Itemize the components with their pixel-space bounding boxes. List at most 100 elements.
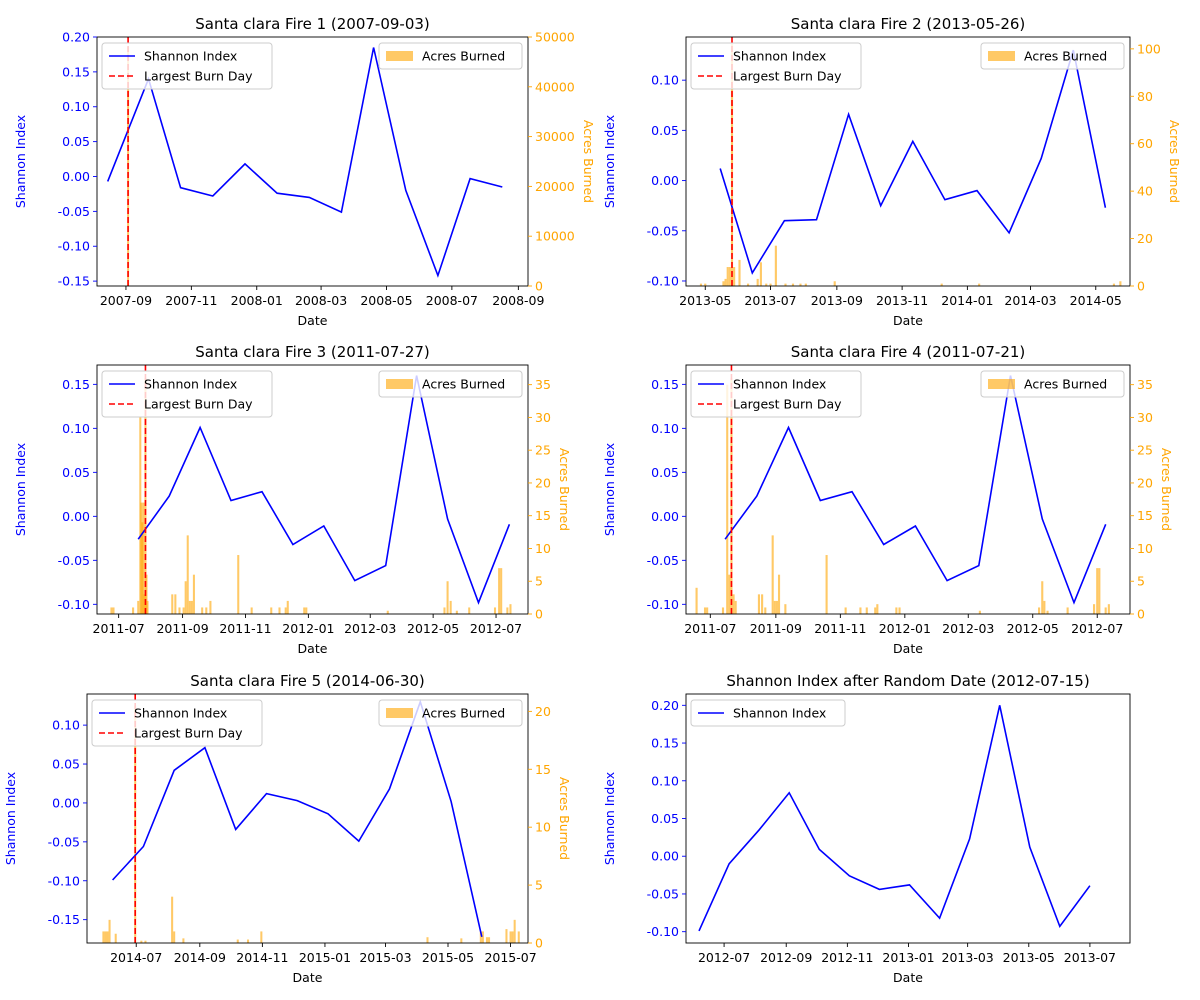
y-tick-label: -0.10 [647,597,679,612]
y-tick-label: -0.10 [48,873,80,888]
acres-bar [775,600,778,614]
acres-bar [108,919,111,943]
x-tick-label: 2007-11 [165,293,217,308]
legend-left: Shannon Index Largest Burn Day [101,370,273,418]
acres-bar [726,267,729,286]
y-axis-label: Shannon Index [602,772,617,865]
y2-tick-label: 10 [535,541,551,556]
y2-tick-label: 80 [1137,89,1153,104]
y2-axis-label: Acres Burned [581,120,596,203]
acres-bar [940,283,943,286]
y-axis-right: 0 20 40 60 80 100 [1130,41,1161,294]
y2-tick-label: 30 [1137,410,1153,425]
acres-bar [250,607,253,614]
legend-shannon-label: Shannon Index [733,377,826,392]
acres-bar [237,555,240,614]
y2-axis-label: Acres Burned [1167,120,1182,203]
y2-tick-label: 50000 [535,30,575,45]
acres-bar [1104,607,1107,614]
acres-bar [146,600,149,614]
acres-bar [1066,607,1069,614]
acres-bar [728,574,731,614]
y-axis-left: -0.10 -0.05 0.00 0.05 0.10 [647,73,686,288]
y2-tick-label: 60 [1137,136,1153,151]
acres-bar [1043,600,1046,614]
y-tick-label: 0.10 [651,73,679,88]
acres-bar [756,278,759,286]
y2-tick-label: 35 [1137,377,1153,392]
acres-bar [509,931,512,943]
x-tick-label: 2013-05 [679,293,731,308]
legend-acres-label: Acres Burned [422,706,505,721]
y-axis-label: Shannon Index [3,772,18,865]
x-tick-label: 2012-03 [344,621,396,636]
legend-right: Acres Burned [378,699,523,727]
y-tick-label: 0.10 [62,421,90,436]
y-tick-label: -0.10 [647,273,679,288]
y-axis-label: Shannon Index [602,443,617,536]
y-axis-left: -0.10 -0.05 0.00 0.05 0.10 0.15 0.20 [647,698,686,939]
y-tick-label: -0.05 [58,204,90,219]
acres-bar [825,555,828,614]
x-tick-label: 2013-09 [811,293,863,308]
acres-bar [978,283,981,286]
acres-bar [144,940,147,943]
acres-bar [876,604,879,614]
acres-bar [865,607,868,614]
acres-bar [485,937,489,943]
y2-tick-label: 25 [1137,443,1153,458]
y-tick-label: 0.20 [651,698,679,713]
legend-acres-label: Acres Burned [1024,49,1107,64]
y-tick-label: -0.05 [647,223,679,238]
acres-bar [443,607,446,614]
acres-bar [1098,568,1101,614]
acres-bar [1093,604,1096,614]
x-tick-label: 2015-07 [484,950,536,965]
acres-bar [174,594,177,614]
y2-tick-label: 0 [535,279,543,294]
axes-frame [685,36,1131,287]
acres-bar [386,610,389,614]
x-tick-label: 2008-01 [231,293,283,308]
y2-tick-label: 15 [535,508,551,523]
legend-acres-label: Acres Burned [422,377,505,392]
y-tick-label: 0.05 [651,465,679,480]
acres-bar [303,607,306,614]
legend-acres-label: Acres Burned [1024,377,1107,392]
y-tick-label: -0.05 [48,834,80,849]
x-axis-label: Date [293,970,323,985]
acres-bar [761,594,764,614]
acres-bar [460,938,463,943]
legend-acres-swatch [988,379,1015,389]
acres-bar [468,607,471,614]
x-axis-label: Date [893,313,923,328]
acres-bar [449,600,452,614]
legend-acres-swatch [386,708,413,718]
x-tick-label: 2012-03 [942,621,994,636]
acres-bar [844,607,847,614]
acres-bar [112,607,115,614]
y2-axis-label: Acres Burned [557,777,572,860]
legend-shannon-label: Shannon Index [144,377,237,392]
acres-bar [1119,281,1122,286]
y-axis-right: 0 5 10 15 20 [528,704,551,951]
acres-bar [733,267,736,286]
legend-burn-label: Largest Burn Day [144,397,253,412]
y-tick-label: 0.00 [62,169,90,184]
acres-bar [734,600,737,614]
x-tick-label: 2012-09 [760,950,812,965]
legend-frame [690,370,862,418]
legend-left: Shannon Index Largest Burn Day [91,699,263,747]
legend-right: Acres Burned [980,42,1125,70]
acres-bar [171,896,174,943]
y-tick-label: 0.10 [651,421,679,436]
y-tick-label: 0.00 [52,795,80,810]
acres-bar [859,607,862,614]
legend-frame [378,699,523,727]
shannon-line [719,49,1107,275]
legend-frame [91,699,263,747]
acres-bar [260,931,263,943]
acres-bar [500,568,503,614]
acres-bar [791,283,795,286]
